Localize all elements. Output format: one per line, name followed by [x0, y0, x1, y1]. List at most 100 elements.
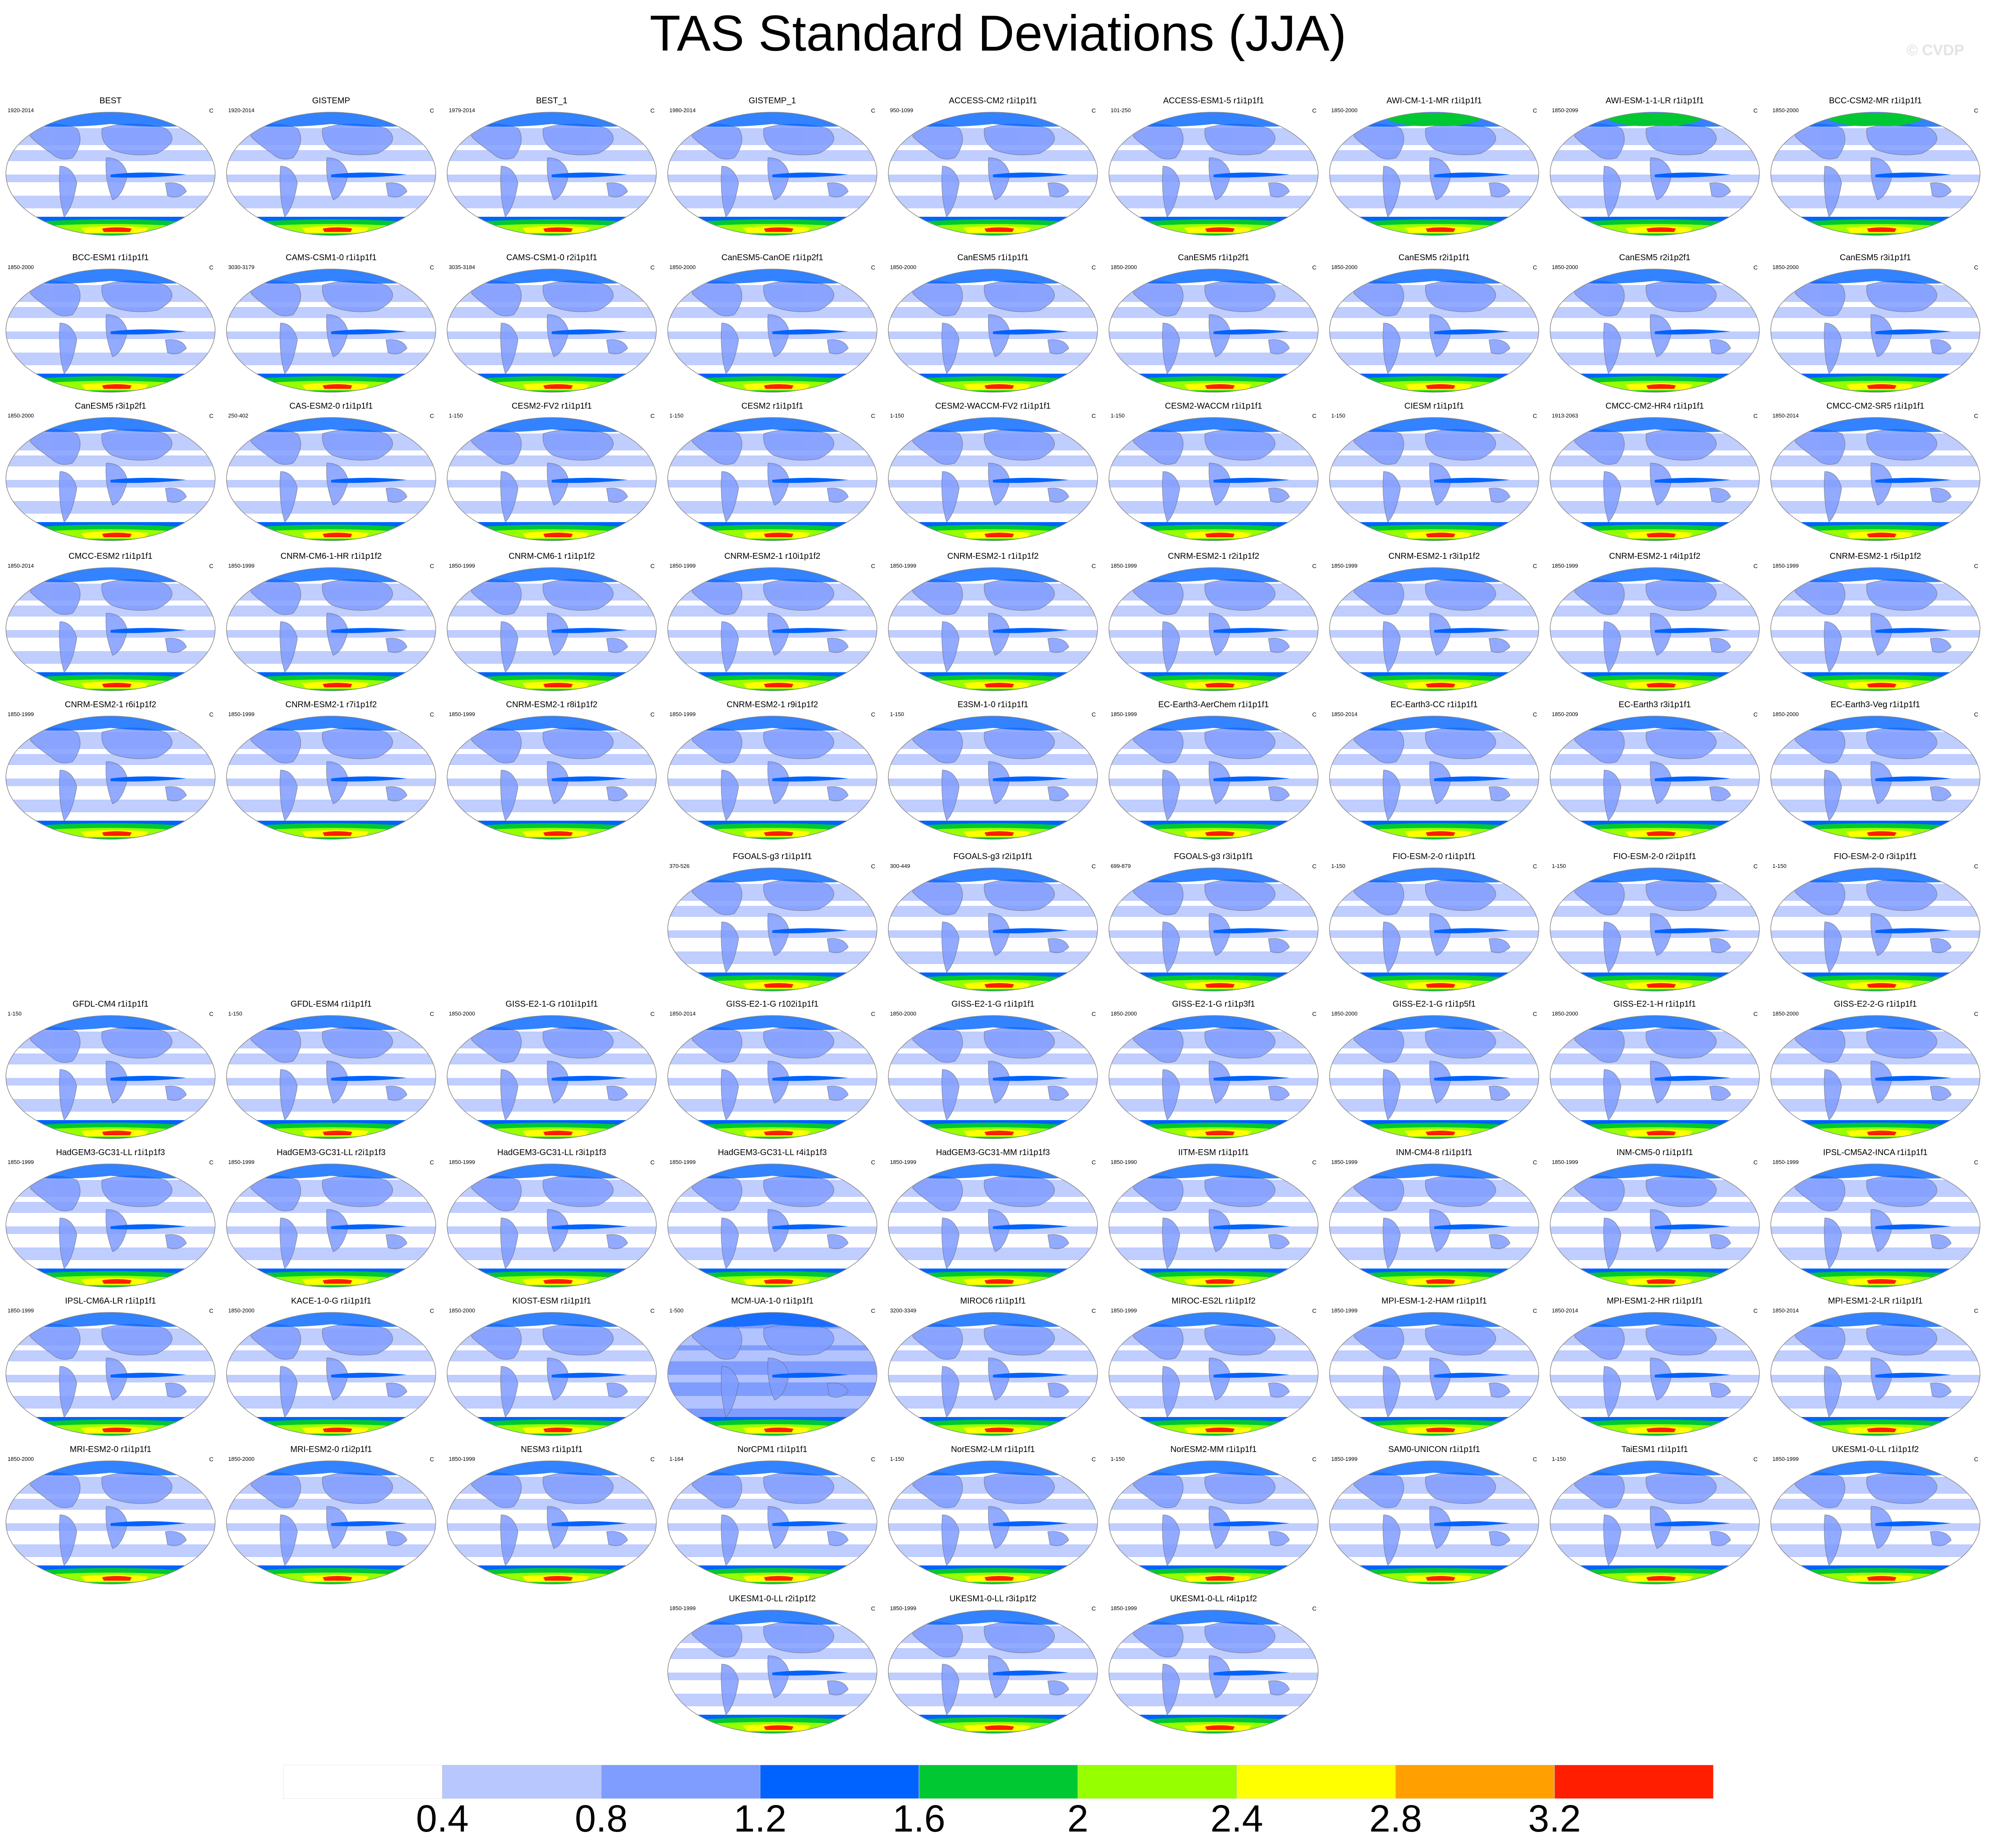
panel-title: IPSL-CM5A2-INCA r1i1p1f1: [1823, 1148, 1928, 1157]
map-panel: KIOST-ESM r1i1p1f1 1850-2000 C: [446, 1296, 657, 1436]
world-map: [1329, 269, 1539, 393]
panel-unit: C: [209, 1456, 213, 1463]
panel-unit: C: [1532, 412, 1537, 419]
panel-title: CNRM-ESM2-1 r2i1p1f2: [1168, 552, 1260, 561]
panel-period: 1850-1999: [228, 1159, 255, 1165]
map-panel: FGOALS-g3 r1i1p1f1 370-526 C: [667, 852, 878, 991]
world-map: [888, 269, 1098, 393]
map-panel: EC-Earth3 r3i1p1f1 1850-2009 C: [1549, 700, 1760, 840]
world-map: [667, 1610, 877, 1734]
panel-title: ACCESS-CM2 r1i1p1f1: [949, 96, 1037, 105]
colorbar: [283, 1765, 1713, 1799]
panel-title: CESM2-FV2 r1i1p1f1: [511, 401, 592, 411]
world-map: [1550, 417, 1760, 541]
panel-period: 1850-1999: [1552, 1159, 1578, 1165]
panel-period: 1-164: [669, 1456, 684, 1462]
world-map: [1109, 112, 1319, 236]
world-map: [888, 1610, 1098, 1734]
panel-period: 1-150: [1331, 863, 1346, 869]
world-map: [447, 716, 657, 840]
world-map: [447, 1312, 657, 1436]
panel-period: 1850-1999: [669, 563, 696, 569]
panel-period: 1-150: [890, 412, 904, 419]
panel-title: KIOST-ESM r1i1p1f1: [512, 1296, 591, 1306]
panel-unit: C: [209, 264, 213, 271]
world-map: [1550, 716, 1760, 840]
colorbar-tick-label: 1.2: [734, 1798, 787, 1840]
map-panel: CMCC-CM2-HR4 r1i1p1f1 1913-2063 C: [1549, 401, 1760, 541]
panel-unit: C: [1532, 264, 1537, 271]
panel-title: CAMS-CSM1-0 r2i1p1f1: [506, 253, 597, 262]
map-panel: GISS-E2-1-G r1i1p1f1 1850-2000 C: [887, 999, 1098, 1139]
panel-unit: C: [1974, 1456, 1978, 1463]
panel-unit: C: [1974, 1307, 1978, 1314]
panel-title: CESM2-WACCM-FV2 r1i1p1f1: [935, 401, 1051, 411]
panel-unit: C: [1532, 1307, 1537, 1314]
world-map: [226, 1164, 436, 1288]
world-map: [226, 1015, 436, 1139]
map-panel: GISTEMP_1 1980-2014 C: [667, 96, 878, 236]
world-map: [5, 716, 216, 840]
panel-period: 1850-1999: [1331, 563, 1358, 569]
map-panel: FGOALS-g3 r3i1p1f1 699-879 C: [1108, 852, 1319, 991]
panel-period: 1850-1999: [1331, 1159, 1358, 1165]
panel-unit: C: [1974, 412, 1978, 419]
world-map: [1109, 269, 1319, 393]
map-panel: CIESM r1i1p1f1 1-150 C: [1329, 401, 1540, 541]
world-map: [667, 567, 877, 691]
panel-title: MPI-ESM-1-2-HAM r1i1p1f1: [1381, 1296, 1487, 1306]
panel-title: CanESM5 r1i1p1f1: [957, 253, 1029, 262]
panel-period: 1980-2014: [669, 107, 696, 113]
panel-period: 1979-2014: [449, 107, 475, 113]
world-map: [888, 112, 1098, 236]
panel-period: 1850-2000: [1331, 264, 1358, 270]
panel-title: FIO-ESM-2-0 r1i1p1f1: [1392, 852, 1476, 861]
panel-unit: C: [1091, 264, 1096, 271]
panel-unit: C: [1091, 412, 1096, 419]
panel-unit: C: [1312, 1010, 1316, 1017]
panel-title: CNRM-ESM2-1 r5i1p1f2: [1829, 552, 1921, 561]
world-map: [1109, 1015, 1319, 1139]
panel-period: 1850-2000: [228, 1307, 255, 1314]
panel-period: 1850-2000: [1331, 107, 1358, 113]
panel-unit: C: [1974, 107, 1978, 114]
panel-title: CESM2-WACCM r1i1p1f1: [1165, 401, 1262, 411]
page-title: TAS Standard Deviations (JJA): [650, 5, 1346, 62]
panel-title: GISS-E2-1-G r1i1p1f1: [951, 999, 1035, 1009]
map-panel: INM-CM4-8 r1i1p1f1 1850-1999 C: [1329, 1148, 1540, 1288]
panel-title: CAS-ESM2-0 r1i1p1f1: [289, 401, 373, 411]
panel-period: 1850-2014: [1331, 711, 1358, 717]
panel-period: 1850-1999: [8, 1159, 34, 1165]
map-panel: MIROC-ES2L r1i1p1f2 1850-1999 C: [1108, 1296, 1319, 1436]
world-map: [888, 867, 1098, 991]
panel-unit: C: [871, 563, 875, 569]
colorbar-swatch: [1236, 1765, 1396, 1799]
panel-unit: C: [1091, 863, 1096, 870]
panel-title: GISS-E2-1-G r1i1p3f1: [1172, 999, 1255, 1009]
map-panel: CNRM-ESM2-1 r10i1p1f2 1850-1999 C: [667, 552, 878, 691]
panel-title: CMCC-CM2-HR4 r1i1p1f1: [1605, 401, 1704, 411]
panel-title: BCC-CSM2-MR r1i1p1f1: [1829, 96, 1922, 105]
world-map: [667, 716, 877, 840]
panel-period: 1850-1999: [1772, 1456, 1799, 1462]
panel-period: 1850-1999: [228, 711, 255, 717]
panel-title: CAMS-CSM1-0 r1i1p1f1: [286, 253, 377, 262]
world-map: [226, 1460, 436, 1584]
panel-title: CanESM5-CanOE r1i1p2f1: [721, 253, 823, 262]
panel-unit: C: [650, 1307, 655, 1314]
world-map: [5, 1015, 216, 1139]
panel-period: 1850-2000: [449, 1010, 475, 1017]
panel-title: EC-Earth3-CC r1i1p1f1: [1390, 700, 1478, 709]
map-panel: CESM2-FV2 r1i1p1f1 1-150 C: [446, 401, 657, 541]
map-panel: AWI-CM-1-1-MR r1i1p1f1 1850-2000 C: [1329, 96, 1540, 236]
panel-period: 1850-1999: [449, 711, 475, 717]
panel-period: 1-150: [890, 711, 904, 717]
world-map: [1550, 1015, 1760, 1139]
panel-period: 1850-1999: [228, 563, 255, 569]
world-map: [447, 417, 657, 541]
map-panel: IPSL-CM6A-LR r1i1p1f1 1850-1999 C: [5, 1296, 216, 1436]
panel-unit: C: [429, 563, 434, 569]
panel-period: 1850-1999: [1111, 711, 1137, 717]
panel-period: 1850-2014: [1552, 1307, 1578, 1314]
panel-title: CNRM-ESM2-1 r8i1p1f2: [506, 700, 598, 709]
